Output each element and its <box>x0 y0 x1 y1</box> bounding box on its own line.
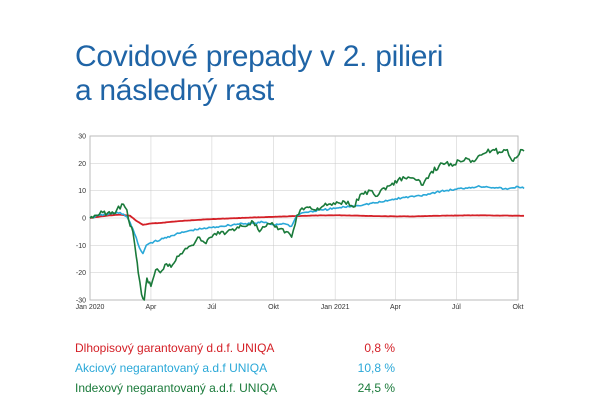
x-tick-label: Okt <box>513 304 524 311</box>
legend-item-index: Indexový negarantovaný a.d.f. UNIQA 24,5… <box>75 378 395 398</box>
x-tick-label: Jan 2020 <box>76 304 105 311</box>
y-tick-label: 10 <box>78 188 86 195</box>
x-tick-label: Júl <box>207 304 216 311</box>
y-tick-label: -30 <box>76 298 86 305</box>
legend-label: Indexový negarantovaný a.d.f. UNIQA <box>75 381 278 395</box>
y-tick-label: 30 <box>78 134 86 141</box>
chart-title-line-2: a následný rast <box>75 74 274 107</box>
legend-item-bond: Dlhopisový garantovaný d.d.f. UNIQA 0,8 … <box>75 338 395 358</box>
x-tick-label: Okt <box>268 304 279 311</box>
legend-value: 10,8 % <box>357 361 395 375</box>
legend-label: Dlhopisový garantovaný d.d.f. UNIQA <box>75 341 275 355</box>
chart-title-line-1: Covidové prepady v 2. pilieri <box>75 40 444 73</box>
x-tick-label: Jan 2021 <box>321 304 350 311</box>
series-line-2 <box>89 185 525 255</box>
series-line-3 <box>89 147 525 301</box>
y-tick-label: 0 <box>82 216 86 223</box>
y-tick-label: -10 <box>76 243 86 250</box>
series-layer <box>89 147 525 301</box>
x-tick-label: Apr <box>145 304 157 311</box>
legend-value: 0,8 % <box>364 341 395 355</box>
legend-value: 24,5 % <box>357 381 395 395</box>
legend-item-equity: Akciový negarantovaný a.d.f UNIQA 10,8 % <box>75 358 395 378</box>
y-tick-label: 20 <box>78 161 86 168</box>
chart-title: Covidové prepady v 2. pilieri a následný… <box>75 40 555 108</box>
x-tick-label: Júl <box>452 304 461 311</box>
series-line-1 <box>89 213 525 226</box>
legend: Dlhopisový garantovaný d.d.f. UNIQA 0,8 … <box>75 338 395 398</box>
y-tick-label: -20 <box>76 270 86 277</box>
legend-label: Akciový negarantovaný a.d.f UNIQA <box>75 361 268 375</box>
x-tick-label: Apr <box>390 304 402 311</box>
